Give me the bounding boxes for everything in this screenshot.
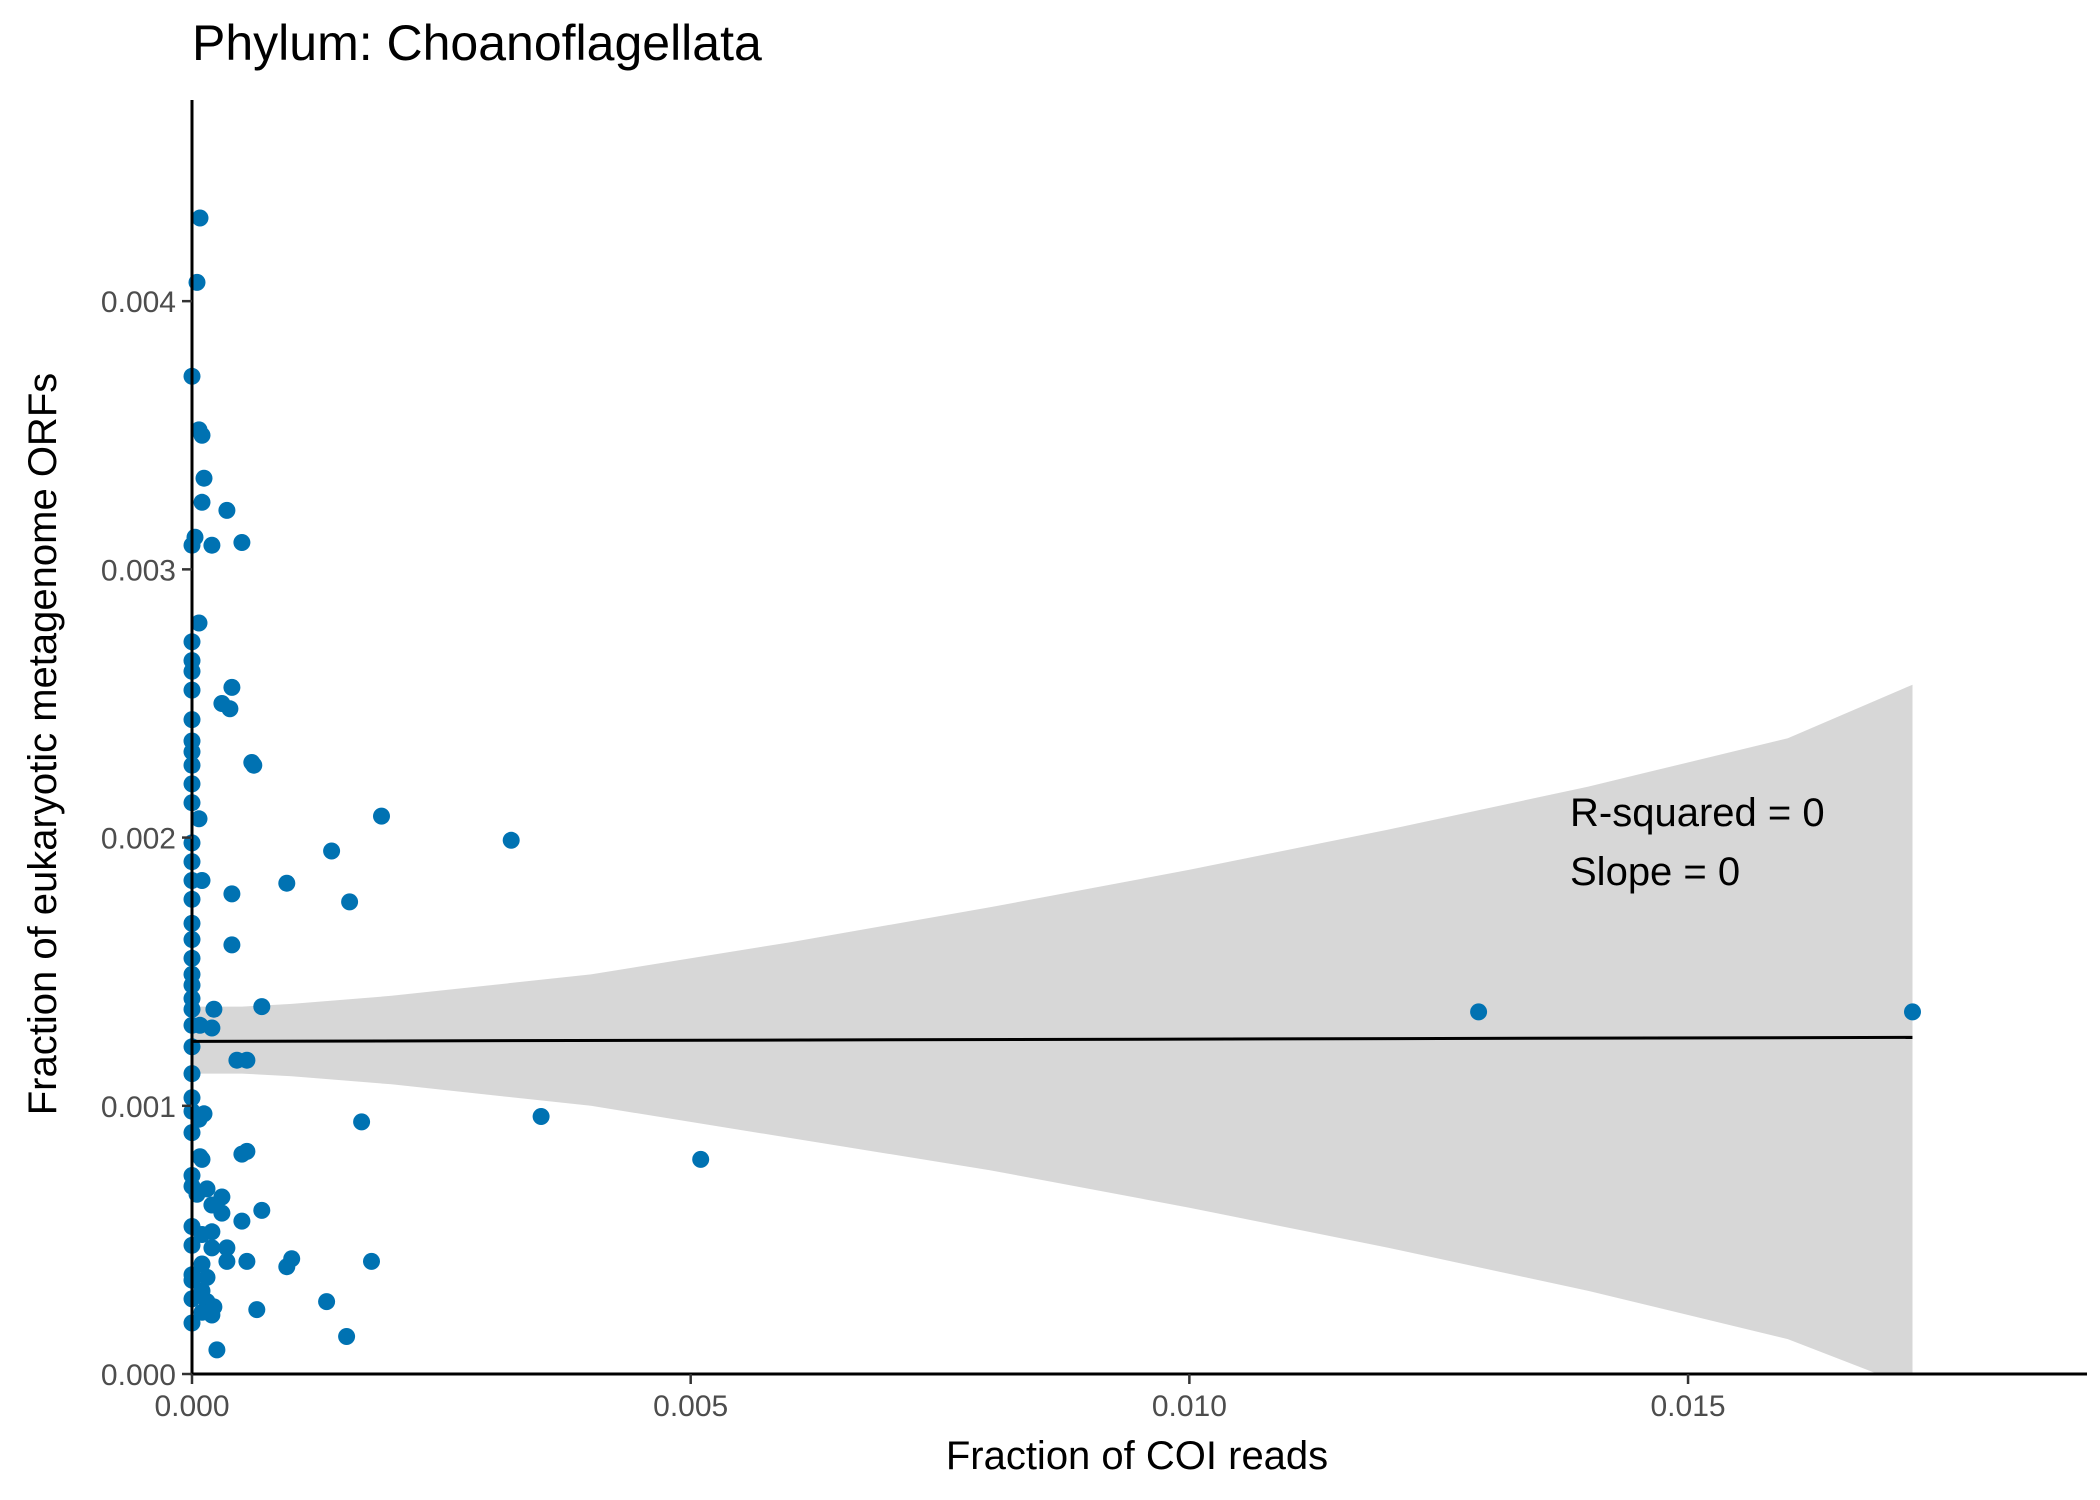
slope-annotation: Slope = 0 xyxy=(1570,850,1740,894)
regression-line-layer xyxy=(191,1035,1913,1043)
data-point xyxy=(218,1239,236,1257)
data-point xyxy=(692,1150,710,1168)
x-axis-label: Fraction of COI reads xyxy=(946,1434,1328,1478)
x-tick-label: 0.005 xyxy=(653,1390,728,1423)
r-squared-annotation: R-squared = 0 xyxy=(1570,791,1825,835)
data-point xyxy=(278,1258,296,1276)
data-point xyxy=(238,1252,256,1270)
data-point xyxy=(213,1204,231,1222)
data-point xyxy=(195,469,213,487)
chart-title: Phylum: Choanoflagellata xyxy=(192,15,762,71)
data-point xyxy=(223,678,241,696)
x-tick-label: 0.015 xyxy=(1651,1390,1726,1423)
data-point xyxy=(238,1051,256,1069)
data-point xyxy=(193,493,211,511)
y-tick-label: 0.001 xyxy=(101,1091,176,1124)
data-point xyxy=(221,700,239,718)
data-point xyxy=(338,1328,356,1345)
data-point xyxy=(203,536,221,554)
y-tick-label: 0.003 xyxy=(101,554,176,587)
data-point xyxy=(218,1252,236,1270)
data-point xyxy=(203,1239,221,1257)
y-tick-label: 0.000 xyxy=(101,1359,176,1392)
data-point xyxy=(253,1201,271,1219)
confidence-band xyxy=(192,684,1913,1374)
data-point xyxy=(373,807,390,825)
data-point xyxy=(193,1226,211,1243)
data-point xyxy=(190,614,208,632)
data-point xyxy=(223,885,241,903)
data-point xyxy=(205,1000,223,1018)
data-point xyxy=(245,756,263,774)
data-point xyxy=(1470,1003,1488,1021)
data-point xyxy=(341,893,359,911)
data-point xyxy=(193,426,211,444)
data-point xyxy=(193,1150,211,1168)
data-point xyxy=(198,1268,216,1286)
data-point xyxy=(191,209,209,227)
x-tick-label: 0.010 xyxy=(1152,1390,1227,1423)
data-point xyxy=(253,998,271,1016)
data-point xyxy=(193,872,211,889)
data-point xyxy=(190,1110,208,1128)
data-point xyxy=(248,1301,266,1319)
y-tick-label: 0.004 xyxy=(101,286,176,319)
data-point xyxy=(502,831,520,849)
data-point xyxy=(203,1019,221,1037)
x-tick-label: 0.000 xyxy=(154,1390,229,1423)
data-point xyxy=(238,1142,256,1160)
data-point xyxy=(223,936,241,954)
data-point xyxy=(532,1108,550,1125)
regression-line xyxy=(191,1035,1913,1043)
confidence-band-layer xyxy=(192,684,1913,1374)
data-point xyxy=(193,1255,211,1273)
data-point xyxy=(318,1293,336,1311)
data-point xyxy=(233,534,251,551)
data-point xyxy=(198,1180,216,1198)
data-point xyxy=(363,1252,380,1270)
data-point xyxy=(353,1113,371,1131)
data-point xyxy=(218,501,236,519)
data-point xyxy=(323,842,341,860)
y-axis-label: Fraction of eukaryotic metagenome ORFs xyxy=(21,373,65,1116)
data-point xyxy=(208,1341,226,1359)
data-point xyxy=(190,810,208,828)
axes-layer: 0.000 0.005 0.010 0.015 0.000 0.001 0.002 0.003… xyxy=(101,100,2087,1423)
data-point xyxy=(233,1212,251,1230)
y-tick-label: 0.002 xyxy=(101,823,176,856)
data-point xyxy=(1904,1003,1921,1021)
data-point xyxy=(203,1306,221,1324)
data-point xyxy=(278,874,296,892)
